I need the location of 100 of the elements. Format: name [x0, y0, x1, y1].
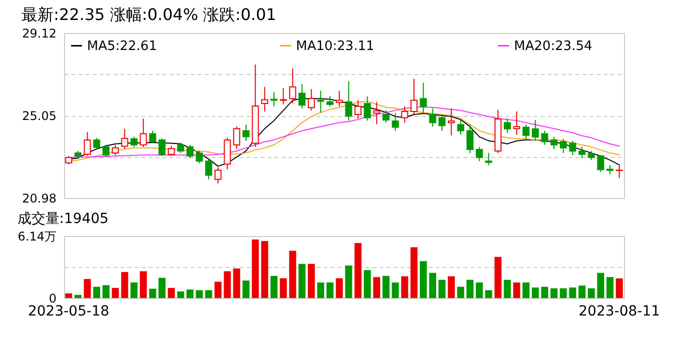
candlestick — [373, 101, 380, 125]
candlestick — [214, 166, 222, 184]
bar — [289, 250, 296, 298]
candlestick — [345, 80, 352, 122]
bar — [410, 247, 418, 298]
candlestick — [541, 130, 548, 146]
y-tick-label: 29.12 — [22, 26, 56, 40]
bar — [74, 294, 82, 298]
candlestick — [616, 165, 623, 179]
candlestick — [112, 144, 119, 156]
bar — [280, 278, 287, 298]
candlestick — [205, 158, 212, 180]
bar — [597, 272, 604, 298]
bar — [298, 264, 306, 298]
legend-label: MA20:23.54 — [514, 38, 592, 54]
candlestick — [560, 138, 567, 154]
bar — [158, 278, 166, 298]
candlestick — [158, 138, 166, 157]
bar — [466, 280, 474, 298]
bar — [373, 277, 380, 298]
bar — [177, 291, 184, 298]
chart-title: 最新:22.35 涨幅:0.04% 涨跌:0.01 — [22, 5, 276, 24]
bar — [65, 293, 72, 298]
bar — [457, 286, 464, 298]
bar — [569, 288, 576, 298]
bar — [149, 288, 156, 298]
candlestick — [121, 128, 128, 150]
candlestick — [504, 118, 511, 134]
candlestick — [513, 110, 520, 136]
candlestick — [270, 92, 278, 107]
bar — [616, 278, 623, 298]
bar — [270, 276, 278, 298]
x-tick-label: 2023-08-11 — [578, 304, 660, 320]
candlestick — [382, 110, 390, 124]
y-tick-label: 0 — [48, 292, 56, 306]
candlestick — [196, 150, 203, 164]
bar — [224, 271, 231, 298]
candlestick — [588, 150, 595, 161]
bar — [308, 264, 315, 298]
candlestick — [457, 120, 464, 136]
bar — [168, 288, 175, 298]
candlestick — [392, 112, 399, 132]
candlestick — [354, 100, 362, 120]
bar — [420, 261, 427, 298]
bar — [261, 241, 268, 298]
candlestick — [448, 108, 455, 136]
candlestick — [485, 152, 492, 166]
candlestick — [438, 114, 446, 132]
bar — [205, 290, 212, 298]
bar — [485, 290, 492, 298]
bar — [504, 280, 511, 298]
candlestick — [130, 136, 138, 148]
candlestick — [140, 118, 147, 148]
bar — [532, 288, 539, 298]
bar — [186, 290, 194, 298]
bar — [522, 282, 530, 298]
candlestick — [308, 88, 315, 111]
bar — [93, 286, 100, 298]
candlestick — [233, 126, 240, 150]
bar — [214, 282, 222, 298]
candlestick — [466, 124, 474, 154]
bar — [606, 277, 614, 298]
bar — [196, 290, 203, 298]
bar — [130, 282, 138, 298]
chart-title: 成交量:19405 — [17, 211, 109, 227]
bar — [252, 240, 259, 298]
bar — [364, 270, 371, 298]
candlestick — [326, 96, 334, 107]
bar — [541, 286, 548, 298]
bar — [448, 276, 455, 298]
candlestick — [476, 146, 483, 162]
candlestick — [177, 142, 184, 154]
bar — [242, 280, 250, 298]
y-tick-label: 25.05 — [22, 109, 56, 123]
candlestick — [168, 145, 175, 157]
candlestick — [401, 106, 408, 124]
candlestick — [186, 144, 194, 159]
bar — [140, 271, 147, 298]
candlestick — [578, 146, 586, 159]
candlestick — [522, 124, 530, 140]
candlestick — [289, 68, 296, 104]
bar — [588, 288, 595, 298]
bar — [345, 265, 352, 298]
candlestick — [597, 154, 604, 172]
legend-label: MA10:23.11 — [296, 38, 374, 54]
bar — [84, 279, 91, 298]
candlestick — [569, 140, 576, 156]
bar — [401, 276, 408, 298]
candlestick — [410, 78, 418, 115]
candlestick — [280, 88, 287, 105]
legend-label: MA5:22.61 — [87, 38, 157, 54]
bar — [476, 282, 483, 298]
candlestick — [102, 144, 110, 158]
candlestick — [84, 132, 91, 156]
bar — [121, 272, 128, 298]
candlestick — [550, 136, 558, 150]
bar — [233, 268, 240, 298]
bar — [550, 288, 558, 298]
bar — [429, 272, 436, 298]
bar — [336, 278, 343, 298]
